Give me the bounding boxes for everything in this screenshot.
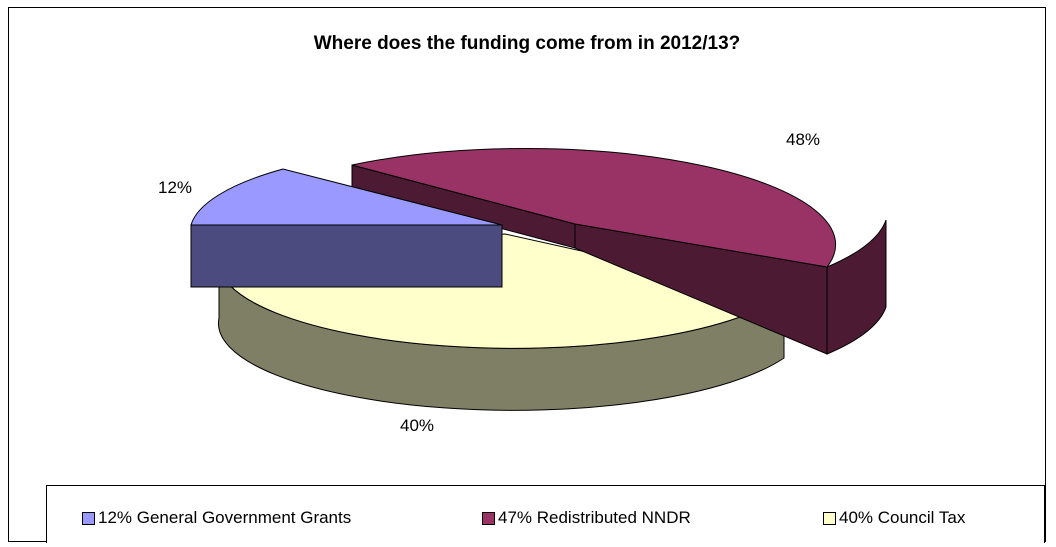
chart-title: Where does the funding come from in 2012… [313, 33, 741, 54]
data-label-grants: 12% [158, 178, 193, 197]
pie-slice-nndr [351, 148, 837, 268]
pie-slice-grants [190, 168, 503, 226]
pie-slice-nndr-side-curve [826, 219, 887, 355]
legend-item-nndr: 47% Redistributed NNDR [482, 508, 691, 528]
legend-item-grants: 12% General Government Grants [82, 508, 351, 528]
legend-label-nndr: 47% Redistributed NNDR [498, 508, 691, 527]
legend-item-council-tax: 40% Council Tax [823, 508, 965, 528]
legend-label-council-tax: 40% Council Tax [839, 508, 966, 527]
legend-label-grants: 12% General Government Grants [98, 508, 352, 527]
chart-area: Where does the funding come from in 2012… [8, 7, 1046, 543]
pie-slice-grants-side [190, 224, 503, 288]
chart-legend: 12% General Government Grants 47% Redist… [46, 485, 1045, 543]
data-label-nndr: 48% [786, 130, 821, 149]
legend-swatch-nndr-icon [482, 511, 495, 525]
pie-chart [190, 148, 887, 411]
legend-swatch-council-tax-icon [823, 511, 836, 525]
data-label-council-tax: 40% [400, 416, 435, 435]
legend-swatch-grants-icon [82, 511, 95, 525]
